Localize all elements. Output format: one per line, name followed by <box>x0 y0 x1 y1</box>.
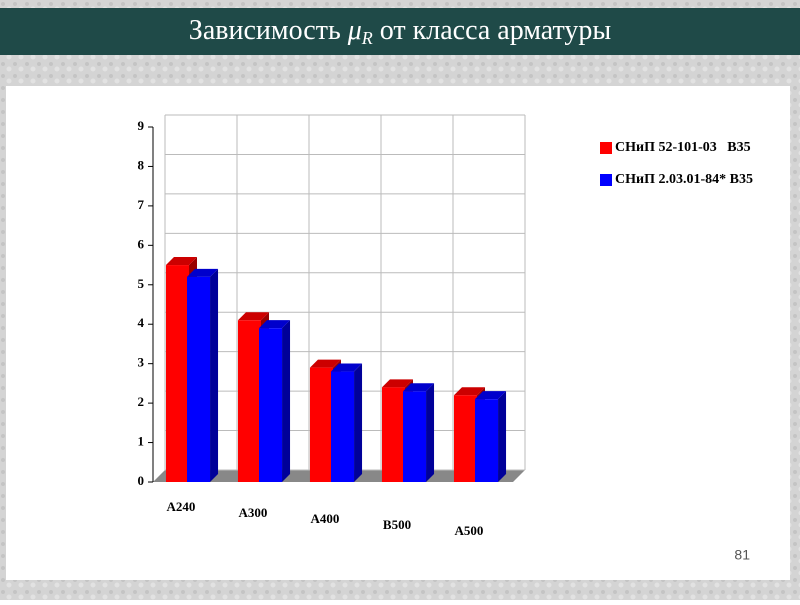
title-text: Зависимость <box>189 15 341 46</box>
x-tick-label: A240 <box>167 499 196 514</box>
y-tick-label: 5 <box>138 276 145 291</box>
bar-top <box>453 387 485 396</box>
bar <box>453 395 477 482</box>
bar <box>237 320 261 482</box>
bar <box>259 328 283 482</box>
bar-top <box>475 391 507 400</box>
y-tick-label: 7 <box>138 197 145 212</box>
y-tick-label: 6 <box>138 236 145 251</box>
legend-swatch <box>600 174 612 186</box>
bar-top <box>237 312 269 321</box>
bar-top <box>381 379 413 388</box>
x-tick-label: A300 <box>239 505 268 520</box>
y-tick-label: 8 <box>138 157 145 172</box>
bar-side <box>354 363 363 482</box>
title-symbol: μ <box>347 15 362 46</box>
bar-side <box>282 320 291 482</box>
chart: 0 1 2 3 4 5 6 7 8 9 A240 A300 A400 B500 A500 СНиП 52-10… <box>138 114 753 538</box>
y-tick-label: 9 <box>138 118 145 133</box>
bar-side <box>498 391 507 482</box>
x-tick-label: A500 <box>455 523 484 538</box>
bar-top <box>331 363 363 372</box>
bar-side <box>426 383 435 482</box>
page-number: 81 <box>734 547 750 563</box>
bar-top <box>259 320 291 329</box>
bar <box>165 265 189 482</box>
legend-label: СНиП 2.03.01-84* В35 <box>615 172 753 187</box>
x-tick-label: B500 <box>383 517 411 532</box>
y-tick-label: 4 <box>138 315 145 330</box>
bar <box>309 367 333 482</box>
bar <box>187 276 211 482</box>
legend-swatch <box>600 142 612 154</box>
legend-label: СНиП 52-101-03 В35 <box>615 140 751 155</box>
title-text: от класса арматуры <box>380 15 612 46</box>
bar <box>331 371 355 482</box>
y-tick-label: 0 <box>138 473 145 488</box>
x-tick-label: A400 <box>311 511 340 526</box>
bar-top <box>165 257 197 266</box>
bar-side <box>210 268 219 482</box>
slide-title: Зависимость μR от класса арматуры <box>189 15 612 48</box>
bar-top <box>187 268 219 277</box>
y-tick-label: 2 <box>138 394 145 409</box>
bar <box>381 387 405 482</box>
y-tick-label: 3 <box>138 355 145 370</box>
title-bar <box>0 8 800 55</box>
bar-top <box>309 359 341 368</box>
title-subscript: R <box>361 28 373 48</box>
bar <box>475 399 499 482</box>
y-tick-label: 1 <box>138 434 145 449</box>
bar <box>403 391 427 482</box>
content-panel <box>6 86 790 580</box>
bar-top <box>403 383 435 392</box>
